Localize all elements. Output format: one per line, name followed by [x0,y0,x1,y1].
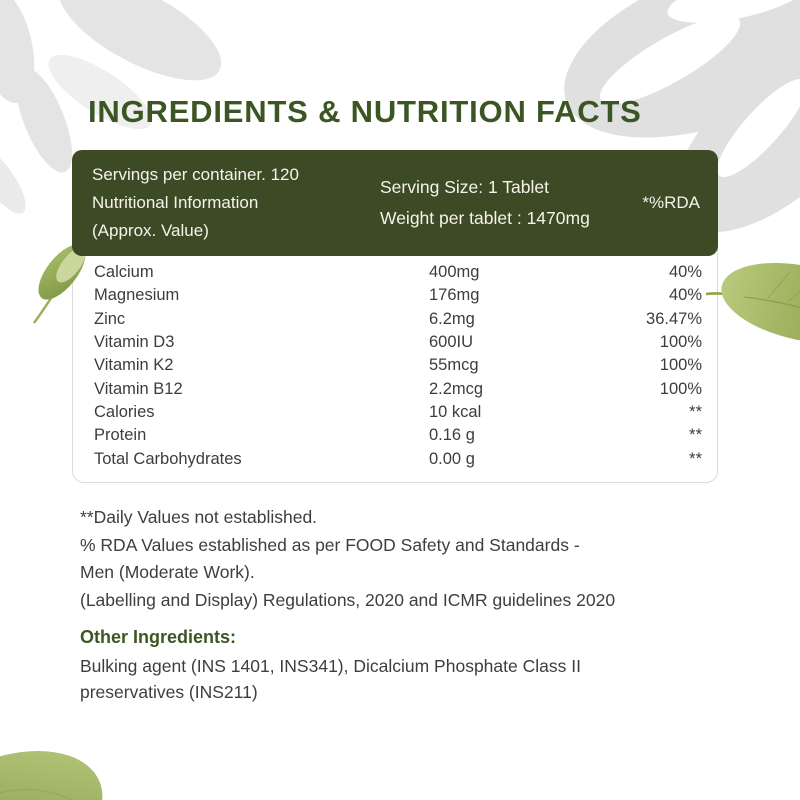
footnote-line: **Daily Values not established. [80,507,318,527]
nutrient-name: Vitamin D3 [94,333,175,352]
nutrient-rda: 100% [659,356,702,375]
nutrient-amount: 600IU [429,333,474,352]
footnote-line: Men (Moderate Work). [80,562,255,582]
table-row: Magnesium 176mg 40% [72,284,718,307]
table-row: Vitamin D3 600IU 100% [72,331,718,354]
nutrient-amount: 55mcg [429,356,479,375]
other-ingredients-section: Other Ingredients: Bulking agent (INS 14… [80,627,660,705]
nutrient-amount: 400mg [429,263,480,282]
serving-size: Serving Size: 1 Tablet [380,177,549,197]
nutrient-rda: 100% [659,379,702,398]
nutrient-amount: 0.16 g [429,426,475,445]
nutrient-amount: 176mg [429,286,480,305]
nutrient-rda: ** [689,449,702,468]
nutrient-name: Zinc [94,309,126,328]
nutritional-information-label: Nutritional Information [92,193,259,212]
nutrient-name: Protein [94,426,147,445]
nutrient-rda: ** [689,402,702,421]
table-row: Zinc 6.2mg 36.47% [72,308,718,331]
nutrient-name: Total Carbohydrates [94,449,242,468]
table-row: Protein 0.16 g ** [72,424,718,447]
nutrient-rows: Calcium 400mg 40% Magnesium 176mg 40% Zi… [72,261,718,471]
nutrient-name: Vitamin B12 [94,379,183,398]
table-row: Vitamin B12 2.2mcg 100% [72,377,718,400]
nutrient-name: Calories [94,402,155,421]
table-row: Calories 10 kcal ** [72,401,718,424]
other-ingredients-heading: Other Ingredients: [80,627,237,647]
table-row: Total Carbohydrates 0.00 g ** [72,447,718,470]
servings-per-container: Servings per container. 120 [92,165,299,184]
nutrient-rda: 36.47% [646,309,702,328]
green-leaf-right [705,262,800,344]
nutrient-name: Vitamin K2 [94,356,174,375]
footnote-line: (Labelling and Display) Regulations, 202… [80,589,616,610]
nutrient-rda: 40% [668,286,702,305]
table-row: Calcium 400mg 40% [72,261,718,284]
nutrient-rda: 100% [659,333,702,352]
footnotes: **Daily Values not established. % RDA Val… [80,504,760,614]
nutrient-amount: 2.2mcg [429,379,484,398]
approx-value-label: (Approx. Value) [92,221,209,240]
table-row: Vitamin K2 55mcg 100% [72,354,718,377]
rda-column-header: *%RDA [642,193,700,212]
nutrient-rda: ** [689,426,702,445]
weight-per-tablet: Weight per tablet : 1470mg [380,208,590,228]
other-ingredients-body: Bulking agent (INS 1401, INS341), Dicalc… [80,656,581,702]
page-title: INGREDIENTS & NUTRITION FACTS [88,94,642,129]
footnote-line: % RDA Values established as per FOOD Saf… [80,534,580,555]
nutrient-amount: 6.2mg [429,309,475,328]
nutrient-name: Magnesium [94,286,180,305]
nutrient-name: Calcium [94,263,154,282]
green-leaf-bottom-left [0,750,103,800]
table-header: Servings per container. 120 Nutritional … [72,150,718,256]
nutrient-rda: 40% [668,263,702,282]
nutrient-amount: 10 kcal [429,402,482,421]
nutrient-amount: 0.00 g [429,449,475,468]
